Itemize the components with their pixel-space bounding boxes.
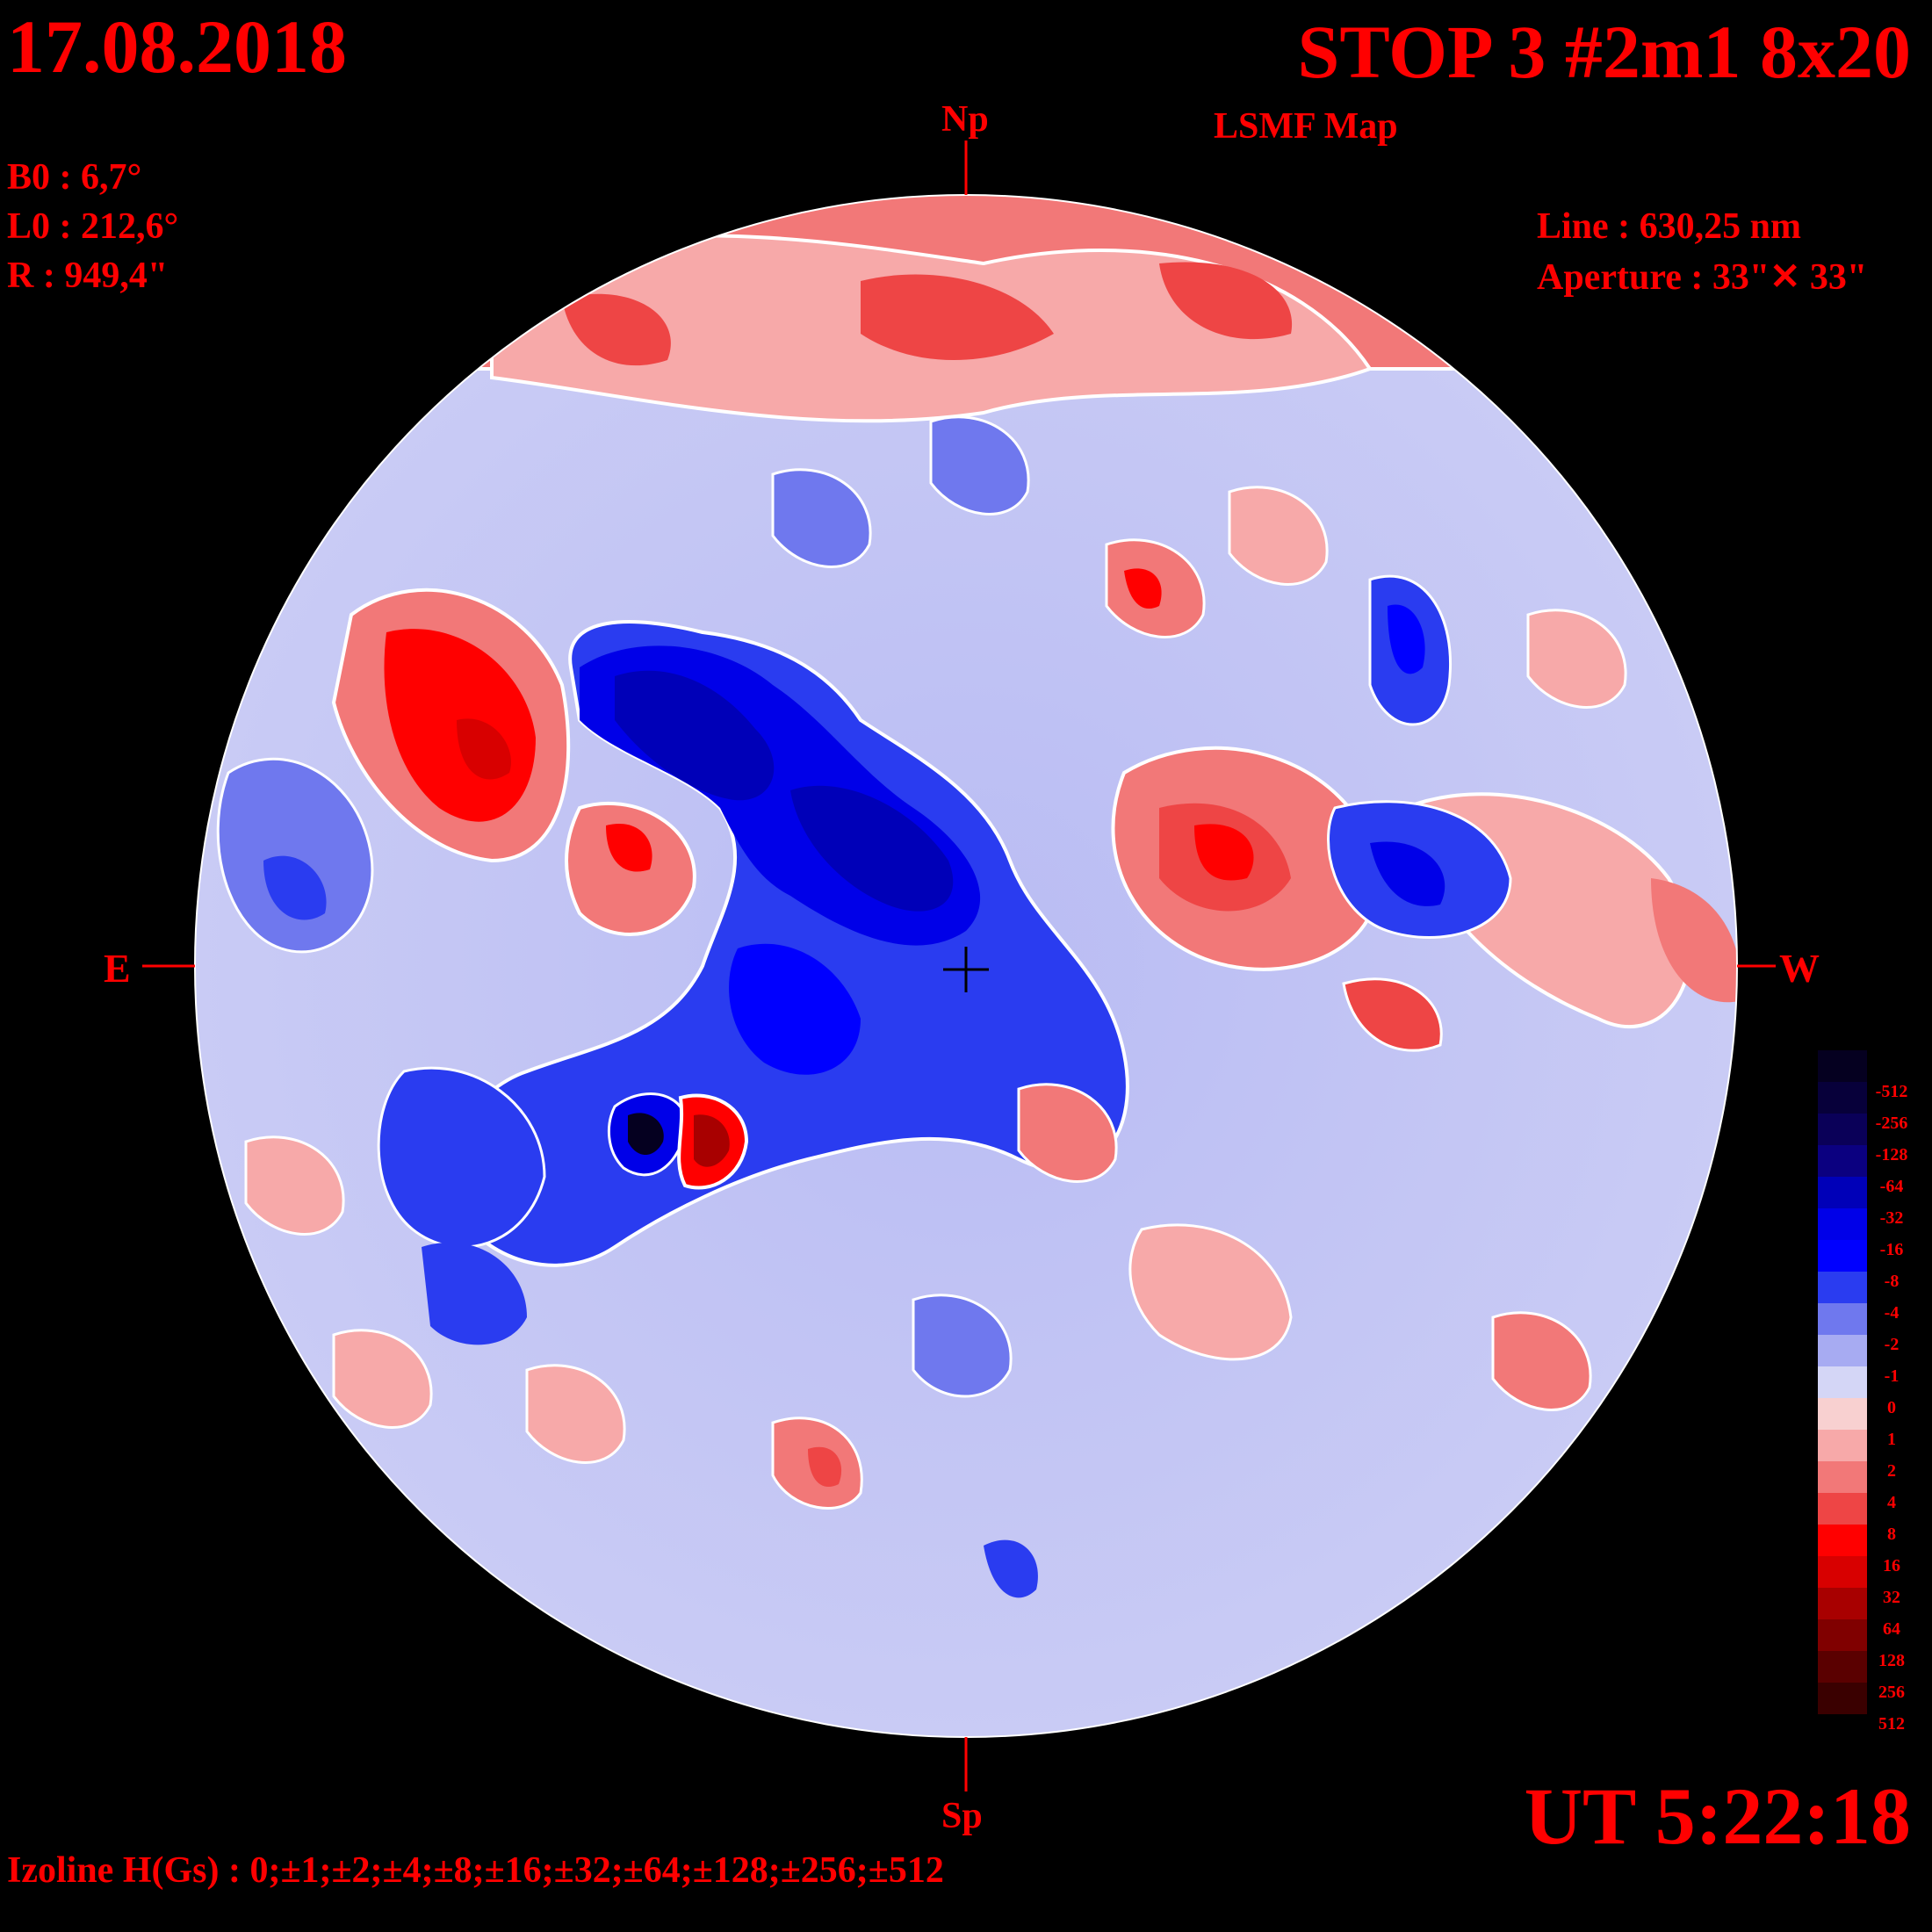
color-scale-label: -256 [1875, 1114, 1908, 1133]
color-scale-cell [1818, 1272, 1867, 1303]
color-scale-cell [1818, 1208, 1867, 1240]
color-scale-label: 32 [1883, 1588, 1900, 1607]
radius-value: R : 949,4" [7, 256, 169, 296]
color-scale-label: 1 [1887, 1430, 1896, 1449]
color-scale-cell [1818, 1145, 1867, 1177]
color-scale-cell [1818, 1619, 1867, 1651]
color-scale-cell [1818, 1050, 1867, 1082]
color-scale-label: -512 [1875, 1082, 1908, 1101]
color-scale-cell [1818, 1082, 1867, 1114]
west-label: W [1779, 946, 1820, 991]
color-scale-cell [1818, 1651, 1867, 1683]
south-pole-label: Sp [941, 1796, 983, 1836]
color-scale-label: 8 [1887, 1525, 1896, 1544]
color-scale-label: 256 [1878, 1683, 1905, 1702]
aperture: Aperture : 33"✕ 33" [1537, 257, 1868, 298]
center-crosshair [943, 947, 989, 992]
l0-value: L0 : 212,6° [7, 206, 179, 247]
color-scale-label: -4 [1884, 1303, 1900, 1323]
color-scale-cell [1818, 1114, 1867, 1145]
color-scale-label: 512 [1878, 1714, 1905, 1734]
map-title: STOP 3 #2m1 8x20 [1297, 10, 1911, 94]
color-scale-label: -128 [1875, 1145, 1908, 1164]
north-pole-label: Np [941, 99, 989, 140]
izoline-legend: Izoline H(Gs) : 0;±1;±2;±4;±8;±16;±32;±6… [7, 1850, 944, 1891]
color-scale-cell [1818, 1461, 1867, 1493]
color-scale-cell [1818, 1430, 1867, 1461]
color-scale-cell [1818, 1493, 1867, 1525]
color-scale-label: 2 [1887, 1461, 1896, 1481]
b0-value: B0 : 6,7° [7, 157, 142, 198]
color-scale-bar [1818, 1050, 1867, 1714]
color-scale-cell [1818, 1556, 1867, 1588]
color-scale-cell [1818, 1525, 1867, 1556]
color-scale-label: -64 [1879, 1177, 1904, 1196]
color-scale-cell [1818, 1335, 1867, 1366]
color-scale-label: 128 [1878, 1651, 1905, 1670]
color-scale-cell [1818, 1303, 1867, 1335]
map-subtitle: LSMF Map [1214, 106, 1398, 147]
color-scale-label: 64 [1883, 1619, 1900, 1639]
color-scale-label: -2 [1884, 1335, 1900, 1354]
color-scale-label: 16 [1883, 1556, 1900, 1575]
color-scale-label: 0 [1887, 1398, 1896, 1417]
color-scale-cell [1818, 1177, 1867, 1208]
color-scale-label: -16 [1879, 1240, 1904, 1259]
color-scale-cell [1818, 1398, 1867, 1430]
observation-date: 17.08.2018 [7, 4, 347, 89]
color-scale-cell [1818, 1366, 1867, 1398]
spectral-line: Line : 630,25 nm [1537, 206, 1802, 247]
color-scale-label: -32 [1879, 1208, 1904, 1228]
color-scale-cell [1818, 1588, 1867, 1619]
color-scale-cell [1818, 1240, 1867, 1272]
color-scale-cell [1818, 1683, 1867, 1714]
color-scale-label: 4 [1887, 1493, 1896, 1512]
ut-time: UT 5:22:18 [1524, 1771, 1911, 1861]
color-scale-label: -8 [1884, 1272, 1900, 1291]
east-label: E [104, 946, 131, 991]
color-scale-label: -1 [1884, 1366, 1900, 1386]
